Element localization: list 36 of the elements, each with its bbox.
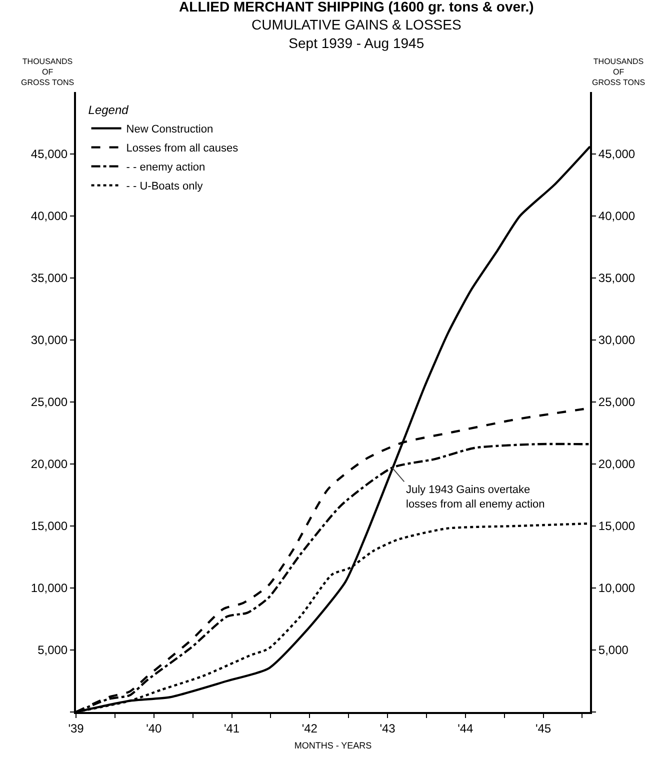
x-tick-label: '41: [224, 721, 240, 736]
annotation: July 1943 Gains overtake losses from all enemy action: [406, 484, 545, 510]
y2-tick-label: 15,000: [598, 519, 636, 534]
x-tick-label: '42: [302, 721, 318, 736]
chart-subtitle: CUMULATIVE GAINS & LOSSES Sept 1939 - Aug 1945: [252, 16, 462, 51]
legend-label: - - U-Boats only: [126, 180, 204, 193]
y-tick-label: 10,000: [30, 581, 68, 596]
y2-tick-label: 25,000: [598, 395, 636, 410]
y2-tick-label: 45,000: [598, 147, 636, 162]
x-tick-label: '39: [68, 721, 84, 736]
y2-tick-label: 30,000: [598, 333, 636, 348]
x-tick-label: '45: [535, 721, 552, 736]
legend-label: New Construction: [126, 124, 214, 136]
y-tick-label: 40,000: [30, 209, 68, 224]
y2-tick-label: 5,000: [598, 643, 629, 658]
x-axis-title: MONTHS - YEARS: [294, 740, 372, 751]
y2-tick-label: 40,000: [598, 209, 636, 224]
x-tick-label: '43: [380, 721, 396, 736]
chart-title: ALLIED MERCHANT SHIPPING (1600 gr. tons & over.): [179, 0, 534, 14]
y-tick-label: 5,000: [38, 643, 68, 658]
legend-label: Losses from all causes: [126, 142, 239, 155]
y2-tick-label: 10,000: [598, 581, 636, 596]
y-axis-title: THOUSANDS OF GROSS TONS: [21, 57, 74, 87]
legend-title: Legend: [88, 102, 129, 117]
y2-tick-label: 20,000: [598, 457, 636, 472]
y-tick-label: 15,000: [30, 519, 68, 534]
y2-tick-label: 35,000: [598, 271, 636, 286]
y-tick-label: 30,000: [30, 333, 68, 348]
y2-axis-title: THOUSANDS OF GROSS TONS: [592, 57, 646, 87]
y-tick-label: 45,000: [30, 147, 68, 162]
x-tick-label: '40: [146, 721, 162, 736]
x-tick-label: '44: [458, 721, 474, 736]
y-tick-label: 35,000: [30, 271, 68, 286]
y-tick-label: 25,000: [30, 395, 68, 410]
legend-label: - - enemy action: [126, 162, 206, 174]
y-tick-label: 20,000: [30, 457, 68, 472]
